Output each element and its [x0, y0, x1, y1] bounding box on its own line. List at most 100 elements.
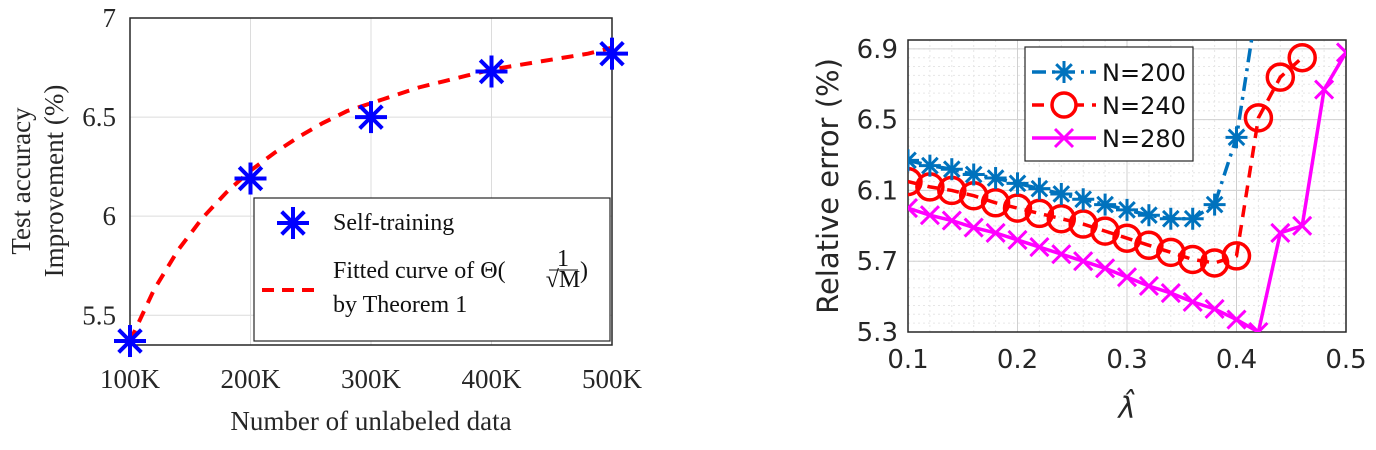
right-n200-point-stroke — [1227, 128, 1246, 147]
left-self-training-point-stroke — [358, 104, 384, 130]
left-y-axis-label-line1: Test accuracy — [6, 107, 36, 255]
right-n280-point-stroke — [941, 210, 962, 231]
right-n280-point-stroke — [908, 205, 919, 219]
right-n280-point-stroke — [963, 217, 984, 238]
right-n280-point — [1029, 236, 1050, 258]
left-legend-entry-self-training: Self-training — [333, 210, 454, 236]
right-legend-entry-n240: N=240 — [1102, 92, 1186, 120]
right-n200-point-stroke — [908, 158, 917, 170]
right-y-tick-label: 5.7 — [857, 247, 898, 277]
right-n200-point — [940, 158, 963, 181]
right-n200-point — [1225, 126, 1248, 149]
right-n200-point-stroke — [942, 160, 961, 179]
right-n280-point — [1007, 229, 1028, 251]
right-n200-point-stroke — [1251, 0, 1267, 4]
left-self-training-point-stroke — [599, 40, 625, 67]
right-legend-marker-stroke — [1055, 63, 1073, 81]
right-n240-point — [1002, 193, 1033, 223]
right-legend-marker — [1053, 127, 1075, 149]
right-n200-point — [1181, 207, 1204, 230]
right-legend-samples — [1032, 61, 1096, 149]
left-self-training-point — [114, 325, 146, 358]
right-n280-point — [941, 210, 962, 231]
right-n200-point — [1159, 207, 1182, 230]
right-legend: N=200 N=240 N=280 — [1024, 46, 1194, 162]
right-x-axis-label: λ̂ — [1116, 389, 1135, 425]
right-y-tick-label: 5.3 — [857, 318, 898, 348]
right-series — [908, 0, 1346, 332]
left-y-tick-label: 7 — [103, 3, 117, 33]
right-x-tick-label: 0.5 — [1325, 345, 1366, 375]
right-x-tick-label: 0.2 — [997, 345, 1038, 375]
right-n200-point-stroke — [1030, 179, 1049, 198]
right-n200-point-stroke — [1140, 206, 1158, 225]
left-x-tick-label: 200K — [221, 364, 282, 394]
right-n240-point — [1243, 103, 1274, 133]
right-n280-point — [1248, 321, 1269, 332]
right-n280-point — [963, 217, 984, 238]
left-legend-asterisk — [277, 207, 309, 239]
left-self-training-point — [355, 101, 387, 134]
right-n280-point — [919, 205, 940, 226]
right-n200-point-stroke — [1183, 209, 1202, 228]
left-legend-entry-fitted-curve: Fitted curve of Θ( — [333, 258, 506, 284]
left-x-tick-label: 500K — [582, 364, 643, 394]
left-legend-asterisk-marker — [277, 207, 309, 239]
left-plot-frame — [129, 17, 613, 346]
right-legend-entry-n280: N=280 — [1102, 125, 1186, 153]
left-chart: 100K 200K 300K 400K 500K 5.5 6 6.5 7 Number of u… — [6, 3, 643, 436]
left-self-training-point — [234, 162, 267, 195]
left-y-tick-label: 5.5 — [82, 300, 116, 330]
right-y-axis-label: Relative error (%) — [811, 58, 845, 314]
right-n200-point — [1006, 172, 1029, 195]
right-y-tick-label: 6.5 — [857, 106, 898, 136]
right-n280-point-stroke — [1248, 321, 1261, 332]
left-legend-frac-denominator: √M — [546, 267, 581, 293]
right-n200-point — [918, 154, 941, 177]
right-n280-point — [1051, 244, 1072, 265]
left-tick-labels: 100K 200K 300K 400K 500K 5.5 6 6.5 7 — [82, 3, 642, 394]
right-n280-point-stroke — [1314, 79, 1335, 100]
right-n200-point-stroke — [1205, 195, 1224, 214]
right-n240-point — [1046, 203, 1077, 234]
right-n240-point — [1221, 241, 1252, 271]
right-n200-point — [984, 167, 1007, 190]
right-n280-point — [1314, 79, 1335, 100]
right-n280-point-stroke — [1256, 321, 1269, 332]
left-legend-entry-theorem: by Theorem 1 — [333, 292, 467, 318]
left-y-tick-label: 6.5 — [82, 102, 116, 132]
right-n200-point-stroke — [964, 165, 983, 184]
right-n280-point-stroke — [1007, 229, 1028, 251]
right-n280-point — [1160, 283, 1181, 304]
right-n280-point — [908, 198, 919, 219]
right-n280-point — [1204, 298, 1225, 320]
right-n280-point-stroke — [1073, 251, 1094, 272]
right-n280-point-stroke — [1335, 42, 1346, 55]
left-self-training-point — [596, 37, 628, 70]
left-legend-frac-numerator: 1 — [557, 246, 569, 272]
right-n280-point-stroke — [1029, 236, 1050, 258]
right-n280-point-stroke — [1270, 222, 1291, 243]
right-n240-point — [908, 166, 923, 197]
left-legend-close-paren: ) — [580, 258, 588, 284]
left-self-training-point-stroke — [237, 165, 264, 192]
right-n280-point — [1182, 291, 1203, 312]
left-y-tick-label: 6 — [103, 201, 117, 231]
right-n200-point — [1247, 0, 1269, 7]
right-n280-point — [1095, 258, 1116, 279]
right-n200-point — [1116, 198, 1138, 221]
right-legend-marker — [1053, 61, 1075, 83]
right-n200-point-stroke — [1118, 201, 1136, 219]
right-n240-point — [1287, 42, 1317, 73]
left-legend: Self-training Fitted curve of Θ( 1 √M ) … — [253, 197, 611, 342]
right-n200-point — [1028, 177, 1051, 200]
right-n280-point-stroke — [985, 222, 1006, 243]
left-self-training-point-stroke — [478, 58, 505, 85]
right-n280-point-stroke — [1226, 309, 1247, 330]
right-n200-point — [1137, 204, 1160, 227]
right-n200-point — [962, 163, 985, 186]
right-legend-marker — [1050, 91, 1078, 119]
right-n200-point-stroke — [908, 151, 917, 163]
left-x-axis-label: Number of unlabeled data — [230, 406, 511, 436]
right-n280-point — [1116, 267, 1138, 288]
